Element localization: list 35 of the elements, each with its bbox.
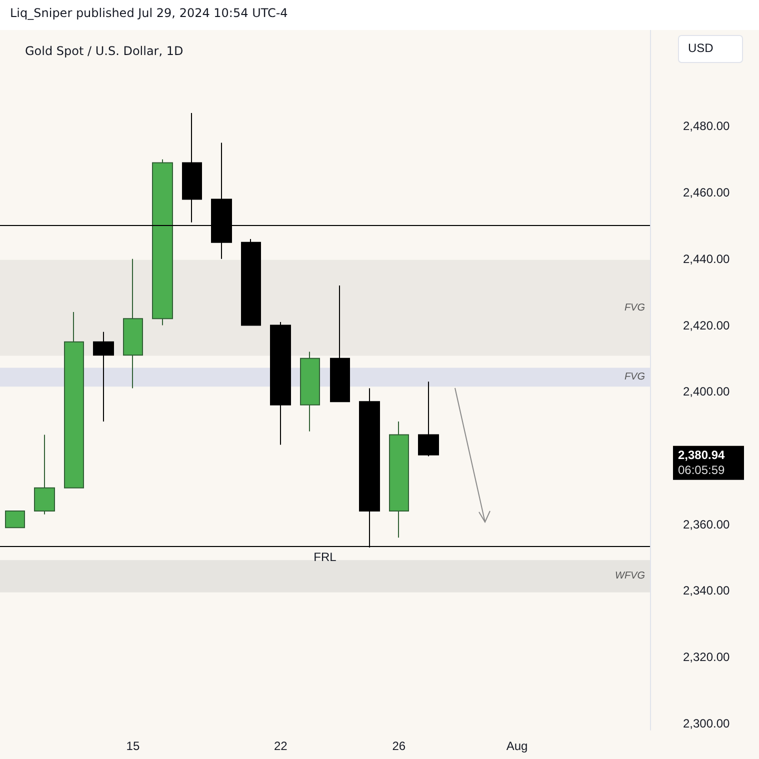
band-label: FVG xyxy=(624,372,646,383)
text: 06:05:59 xyxy=(678,462,726,477)
candlestick xyxy=(64,311,84,488)
candlestick xyxy=(241,238,261,326)
candlestick xyxy=(34,434,55,515)
band-label: WFVG xyxy=(615,570,646,582)
ref-line-label: FRL xyxy=(314,550,337,564)
y-tick-label: 2,300.00 xyxy=(683,716,730,730)
text: 2,380.94 xyxy=(678,448,726,462)
candlestick xyxy=(123,258,143,389)
x-tick-label: 26 xyxy=(392,739,406,753)
y-tick-label: 2,420.00 xyxy=(683,318,730,332)
candlestick xyxy=(418,381,439,457)
y-tick-label: 2,400.00 xyxy=(683,384,730,399)
x-tick-label: 15 xyxy=(126,739,140,753)
x-tick-label: 22 xyxy=(274,739,288,753)
candlestick xyxy=(152,158,173,326)
y-tick-label: 2,440.00 xyxy=(683,252,730,266)
y-tick-label: 2,480.00 xyxy=(683,119,730,134)
text: Liq_Sniper published Jul 29, 2024 10:54 UTC-4 xyxy=(9,5,289,22)
band-label: FVG xyxy=(624,302,646,314)
y-tick-label: 2,460.00 xyxy=(683,186,730,200)
candlestick xyxy=(93,331,114,422)
x-tick-label: Aug xyxy=(506,739,528,753)
y-tick-label: 2,340.00 xyxy=(683,584,730,598)
candlestick xyxy=(5,510,25,528)
candlestick xyxy=(182,112,202,223)
candlestick xyxy=(330,284,350,402)
text: USD xyxy=(688,41,714,55)
candlestick xyxy=(270,321,291,446)
candlestick xyxy=(389,420,409,538)
y-tick-label: 2,320.00 xyxy=(683,650,730,664)
candlestick xyxy=(300,351,320,432)
y-tick-label: 2,360.00 xyxy=(683,517,730,532)
text: Gold Spot / U.S. Dollar, 1D xyxy=(25,44,184,58)
